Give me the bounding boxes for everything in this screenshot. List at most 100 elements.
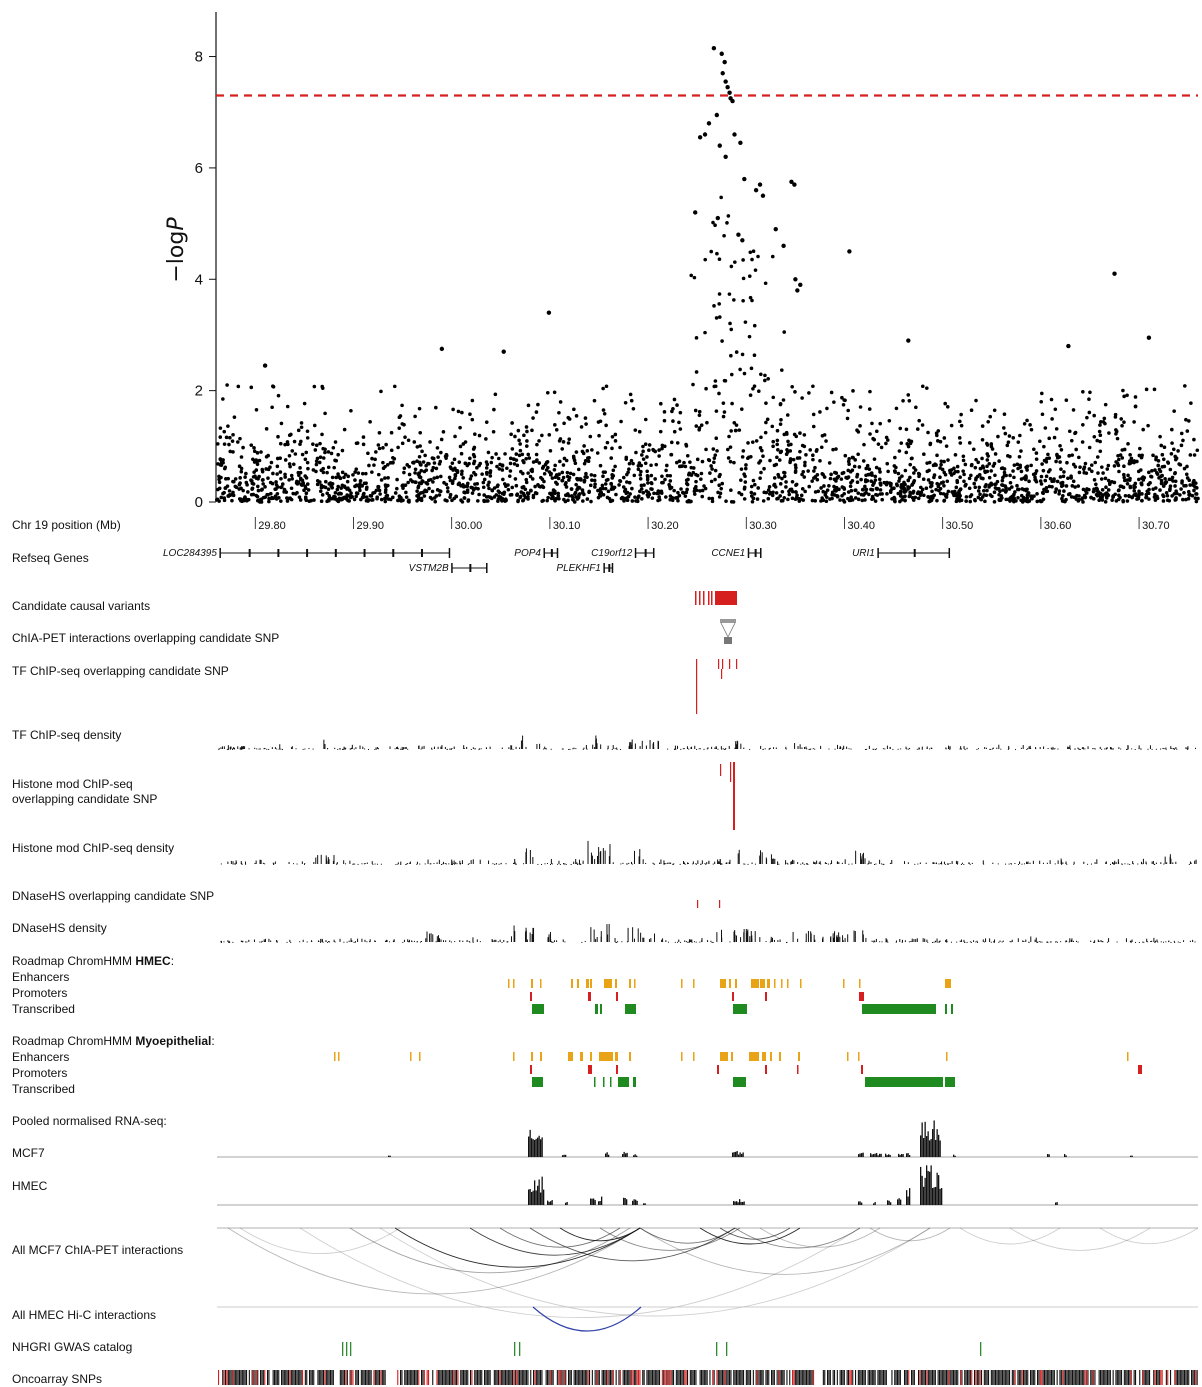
oncoarray-snp [383,1370,385,1385]
scatter-point [885,461,890,466]
density-bar [881,941,883,943]
oncoarray-snp [349,1370,351,1385]
gwas-hit [716,1342,718,1356]
scatter-point [818,459,822,463]
density-bar [260,859,262,864]
scatter-point [733,260,737,264]
oncoarray-snp [625,1370,627,1385]
density-bar [892,748,894,750]
oncoarray-snp [381,1370,383,1385]
density-bar [828,748,830,750]
density-bar [691,941,693,943]
scatter-point [283,475,287,479]
density-bar [429,933,431,942]
oncoarray-snp [1195,1370,1197,1385]
scatter-point [1064,398,1069,402]
density-bar [904,861,906,864]
density-bar [234,748,236,750]
enhancer-state [720,1052,728,1061]
density-bar [840,746,842,749]
scatter-point [313,448,318,452]
oncoarray-snp [810,1370,812,1385]
density-bar [424,863,426,865]
oncoarray-snp [1037,1370,1039,1385]
scatter-point [264,467,268,471]
oncoarray-snp [524,1370,526,1385]
density-bar [281,748,283,750]
oncoarray-snp [1080,1370,1082,1385]
scatter-point [687,471,692,476]
scatter-point [571,497,575,502]
scatter-point [829,472,833,477]
oncoarray-snp [251,1370,253,1385]
scatter-point [872,457,877,461]
density-bar [721,748,723,750]
scatter-point [1193,484,1197,489]
oncoarray-snp [1144,1370,1146,1385]
rnaseq-bar [643,1203,645,1205]
oncoarray-snp [1090,1370,1092,1385]
scatter-point [621,475,626,480]
density-bar [691,939,693,942]
oncoarray-snp [416,1370,418,1385]
scatter-point [1145,489,1150,494]
scatter-point [476,486,480,491]
rnaseq-bar [935,1186,937,1205]
density-bar [561,748,563,750]
density-bar [508,747,510,749]
density-bar [1035,748,1037,750]
scatter-point [283,472,287,477]
scatter-point [1126,473,1130,478]
rnaseq-bar [899,1154,901,1157]
scatter-point [700,488,705,493]
density-bar [819,861,821,864]
density-bar [1000,748,1002,750]
scatter-point [686,477,690,482]
density-bar [515,746,517,749]
scatter-point [225,383,229,387]
rnaseq-bar [734,1201,736,1205]
density-bar [622,862,624,864]
scatter-point [1120,424,1124,428]
scatter-point [1031,472,1036,477]
scatter-point [1070,453,1075,457]
enhancer-state [749,1052,759,1061]
density-bar [1008,745,1010,749]
oncoarray-snp [423,1370,425,1385]
scatter-point [986,420,990,424]
scatter-point [1128,484,1133,489]
oncoarray-snp [496,1370,498,1385]
oncoarray-snp [1116,1370,1118,1385]
scatter-point [1035,499,1040,504]
density-bar [1155,748,1157,750]
scatter-point [364,471,368,476]
variant-bar [695,591,697,605]
scatter-point [935,453,939,458]
density-bar [349,860,351,864]
density-bar [1142,941,1144,943]
scatter-point [383,499,388,504]
scatter-point [694,336,699,340]
oncoarray-snp [717,1370,719,1385]
rnaseq-bar [930,1139,932,1157]
density-bar [514,858,516,864]
density-bar [220,941,222,943]
scatter-point [638,489,642,494]
density-bar [322,941,324,943]
scatter-point [793,470,798,475]
scatter-point [618,445,622,450]
scatter-point [919,490,924,495]
scatter-point [1181,438,1185,443]
scatter-point [1179,431,1184,436]
scatter-point [414,480,418,485]
scatter-point [565,470,570,475]
density-bar [431,747,433,749]
oncoarray-snp [734,1370,736,1385]
density-bar [397,748,399,750]
scatter-point [969,473,973,478]
scatter-point [514,483,519,488]
density-bar [232,941,234,943]
scatter-point [1101,419,1106,424]
scatter-point [1040,412,1045,417]
density-bar [337,748,339,750]
